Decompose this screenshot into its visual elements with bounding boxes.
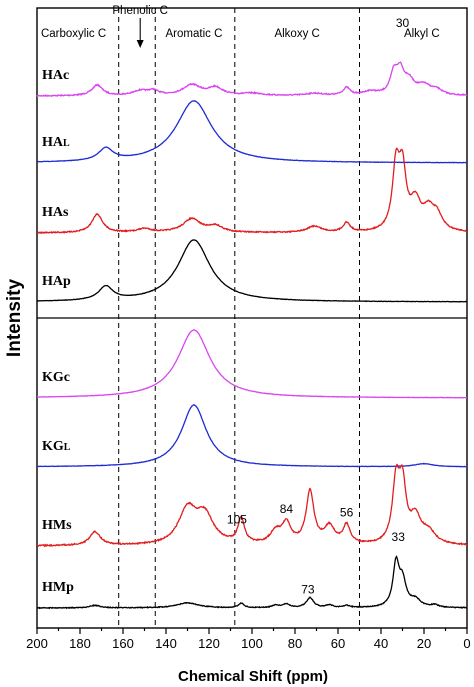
spectra xyxy=(36,61,468,610)
peak-label: 56 xyxy=(340,506,354,520)
phenolic-arrow-head xyxy=(136,40,144,48)
peak-label: 84 xyxy=(280,502,294,516)
series-line-hms xyxy=(36,463,468,548)
x-tick-label: 80 xyxy=(288,636,302,651)
x-tick-label: 60 xyxy=(331,636,345,651)
peak-label: 105 xyxy=(227,513,247,527)
x-tick-label: 100 xyxy=(241,636,263,651)
series-label-hal: HAL xyxy=(42,135,70,150)
series-label-kgl: KGL xyxy=(42,439,71,454)
peak-label: 30 xyxy=(396,16,410,30)
series-label-kgc: KGc xyxy=(42,370,70,385)
series-label-hac: HAc xyxy=(42,68,69,83)
x-tick-label: 40 xyxy=(374,636,388,651)
region-label: Carboxylic C xyxy=(41,28,106,40)
region-label: Alkyl C xyxy=(404,28,440,40)
annotations: HAc HAL HAs HAp KGc KGL HMs HMp Carboxylic C Arom… xyxy=(41,5,440,596)
x-tick-label: 120 xyxy=(198,636,220,651)
series-line-hmp xyxy=(36,555,468,610)
series-label-hap: HAp xyxy=(42,274,71,289)
x-axis: 200 180 160 140 120 100 80 60 40 20 0 xyxy=(26,628,471,651)
region-dividers xyxy=(118,8,360,628)
series-line-hap xyxy=(36,239,468,303)
x-tick-label: 140 xyxy=(155,636,177,651)
phenolic-label: Phenolic C xyxy=(112,5,168,17)
x-tick-label: 180 xyxy=(69,636,91,651)
series-line-kgc xyxy=(36,329,468,399)
series-line-hac xyxy=(36,61,468,98)
x-tick-label: 0 xyxy=(463,636,470,651)
x-tick-label: 200 xyxy=(26,636,48,651)
peak-label: 33 xyxy=(392,530,406,544)
series-label-has: HAs xyxy=(42,205,69,220)
region-label: Aromatic C xyxy=(166,28,223,40)
series-line-hal xyxy=(36,100,468,164)
x-tick-label: 20 xyxy=(417,636,431,651)
y-axis-title: Intensity xyxy=(4,279,25,358)
x-tick-label: 160 xyxy=(112,636,134,651)
series-line-kgl xyxy=(36,404,468,468)
peak-label: 73 xyxy=(301,582,315,596)
x-axis-title: Chemical Shift (ppm) xyxy=(178,668,328,685)
series-label-hmp: HMp xyxy=(42,580,74,595)
series-line-has xyxy=(36,147,468,235)
region-label: Alkoxy C xyxy=(274,28,319,40)
series-label-hms: HMs xyxy=(42,518,72,533)
